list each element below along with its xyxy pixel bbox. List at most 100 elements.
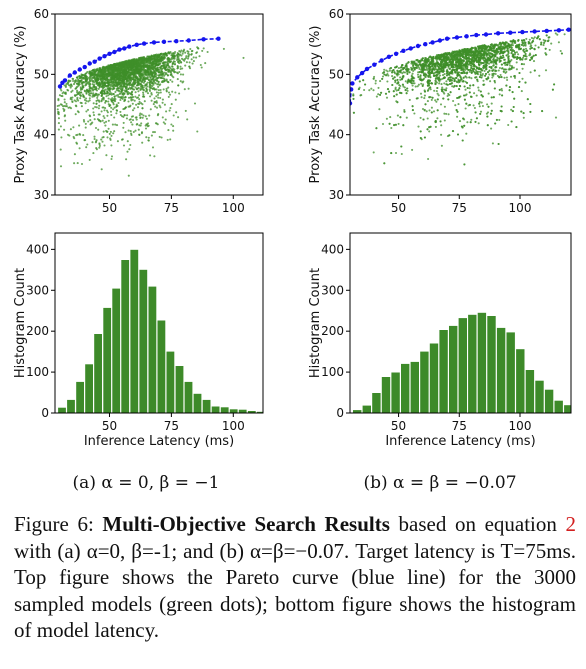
scatter-point [112, 132, 115, 135]
scatter-point [394, 151, 398, 155]
scatter-point [143, 60, 146, 63]
scatter-point [151, 85, 154, 88]
scatter-point [417, 83, 420, 86]
scatter-point [421, 107, 425, 111]
scatter-point [128, 80, 131, 83]
scatter-point [168, 58, 172, 61]
scatter-point [363, 88, 366, 92]
pareto-point [57, 84, 63, 89]
scatter-point [151, 75, 154, 78]
scatter-point [89, 77, 92, 80]
scatter-point [86, 108, 90, 111]
scatter-point [395, 89, 398, 92]
scatter-point [131, 85, 134, 88]
scatter-point [129, 72, 132, 75]
scatter-point [151, 82, 154, 85]
scatter-point [487, 92, 490, 95]
scatter-point [124, 75, 127, 78]
pareto-point [186, 38, 191, 43]
scatter-point [524, 58, 527, 61]
scatter-point [179, 67, 182, 71]
scatter-point [441, 86, 444, 89]
scatter-point [109, 138, 112, 141]
scatter-point [158, 104, 161, 107]
scatter-point [117, 81, 120, 84]
scatter-point [532, 37, 535, 40]
scatter-point [512, 66, 515, 69]
scatter-point [139, 62, 142, 65]
scatter-point [85, 99, 88, 102]
scatter-point [85, 91, 88, 94]
scatter-point [94, 126, 98, 130]
scatter-point [58, 104, 61, 107]
scatter-point [411, 148, 414, 151]
scatter-point [120, 79, 123, 83]
scatter-point [167, 81, 170, 84]
scatter-point [161, 77, 165, 80]
scatter-point [101, 84, 105, 87]
scatter-point [157, 71, 160, 74]
scatter-point [498, 118, 501, 121]
scatter-point [137, 90, 140, 93]
scatter-point [370, 87, 373, 90]
scatter-point [155, 101, 158, 104]
scatter-point [66, 82, 69, 85]
scatter-point [63, 104, 66, 108]
scatter-point [147, 73, 150, 76]
scatter-point [144, 127, 148, 130]
scatter-point [470, 118, 473, 121]
scatter-point [132, 65, 135, 68]
scatter-point [162, 72, 165, 76]
scatter-point [489, 80, 492, 83]
scatter-point [92, 152, 95, 155]
scatter-point [84, 126, 87, 129]
scatter-point [109, 66, 112, 69]
scatter-point [113, 106, 116, 109]
scatter-point [72, 126, 75, 129]
scatter-point [171, 65, 174, 68]
scatter-point [169, 138, 172, 141]
scatter-point [559, 49, 562, 53]
scatter-point [126, 150, 129, 153]
pareto-point [112, 49, 117, 55]
scatter-point [206, 50, 209, 54]
y-axis-label: Proxy Task Accuracy (%) [13, 26, 28, 184]
scatter-point [154, 65, 157, 68]
scatter-point [195, 56, 198, 59]
scatter-point [153, 97, 156, 100]
scatter-point [130, 132, 133, 135]
scatter-point [176, 72, 179, 75]
scatter-point [155, 56, 158, 59]
scatter-point [152, 103, 155, 106]
scatter-point [131, 109, 135, 112]
scatter-point [109, 90, 112, 94]
scatter-point [524, 47, 528, 50]
scatter-point [173, 60, 176, 63]
scatter-point [554, 32, 557, 35]
pareto-point [201, 37, 206, 42]
scatter-point [162, 62, 165, 65]
scatter-point [456, 70, 459, 73]
scatter-point [75, 141, 78, 144]
scatter-point [134, 129, 137, 132]
scatter-point [430, 106, 433, 109]
scatter-point [102, 86, 105, 89]
scatter-point [145, 88, 148, 91]
scatter-point [110, 64, 113, 67]
scatter-point [137, 78, 140, 81]
scatter-point [413, 82, 416, 85]
scatter-point [455, 80, 458, 83]
scatter-point [542, 38, 545, 42]
scatter-point [110, 93, 113, 96]
scatter-point [127, 90, 130, 94]
scatter-point [118, 92, 121, 96]
scatter-point [156, 93, 160, 96]
scatter-point [176, 51, 179, 55]
scatter-point [441, 74, 445, 77]
scatter-point [130, 77, 133, 80]
scatter-point [147, 78, 151, 81]
scatter-point [103, 144, 106, 147]
scatter-point [138, 114, 141, 117]
scatter-point [423, 109, 426, 112]
scatter-point [436, 92, 439, 95]
